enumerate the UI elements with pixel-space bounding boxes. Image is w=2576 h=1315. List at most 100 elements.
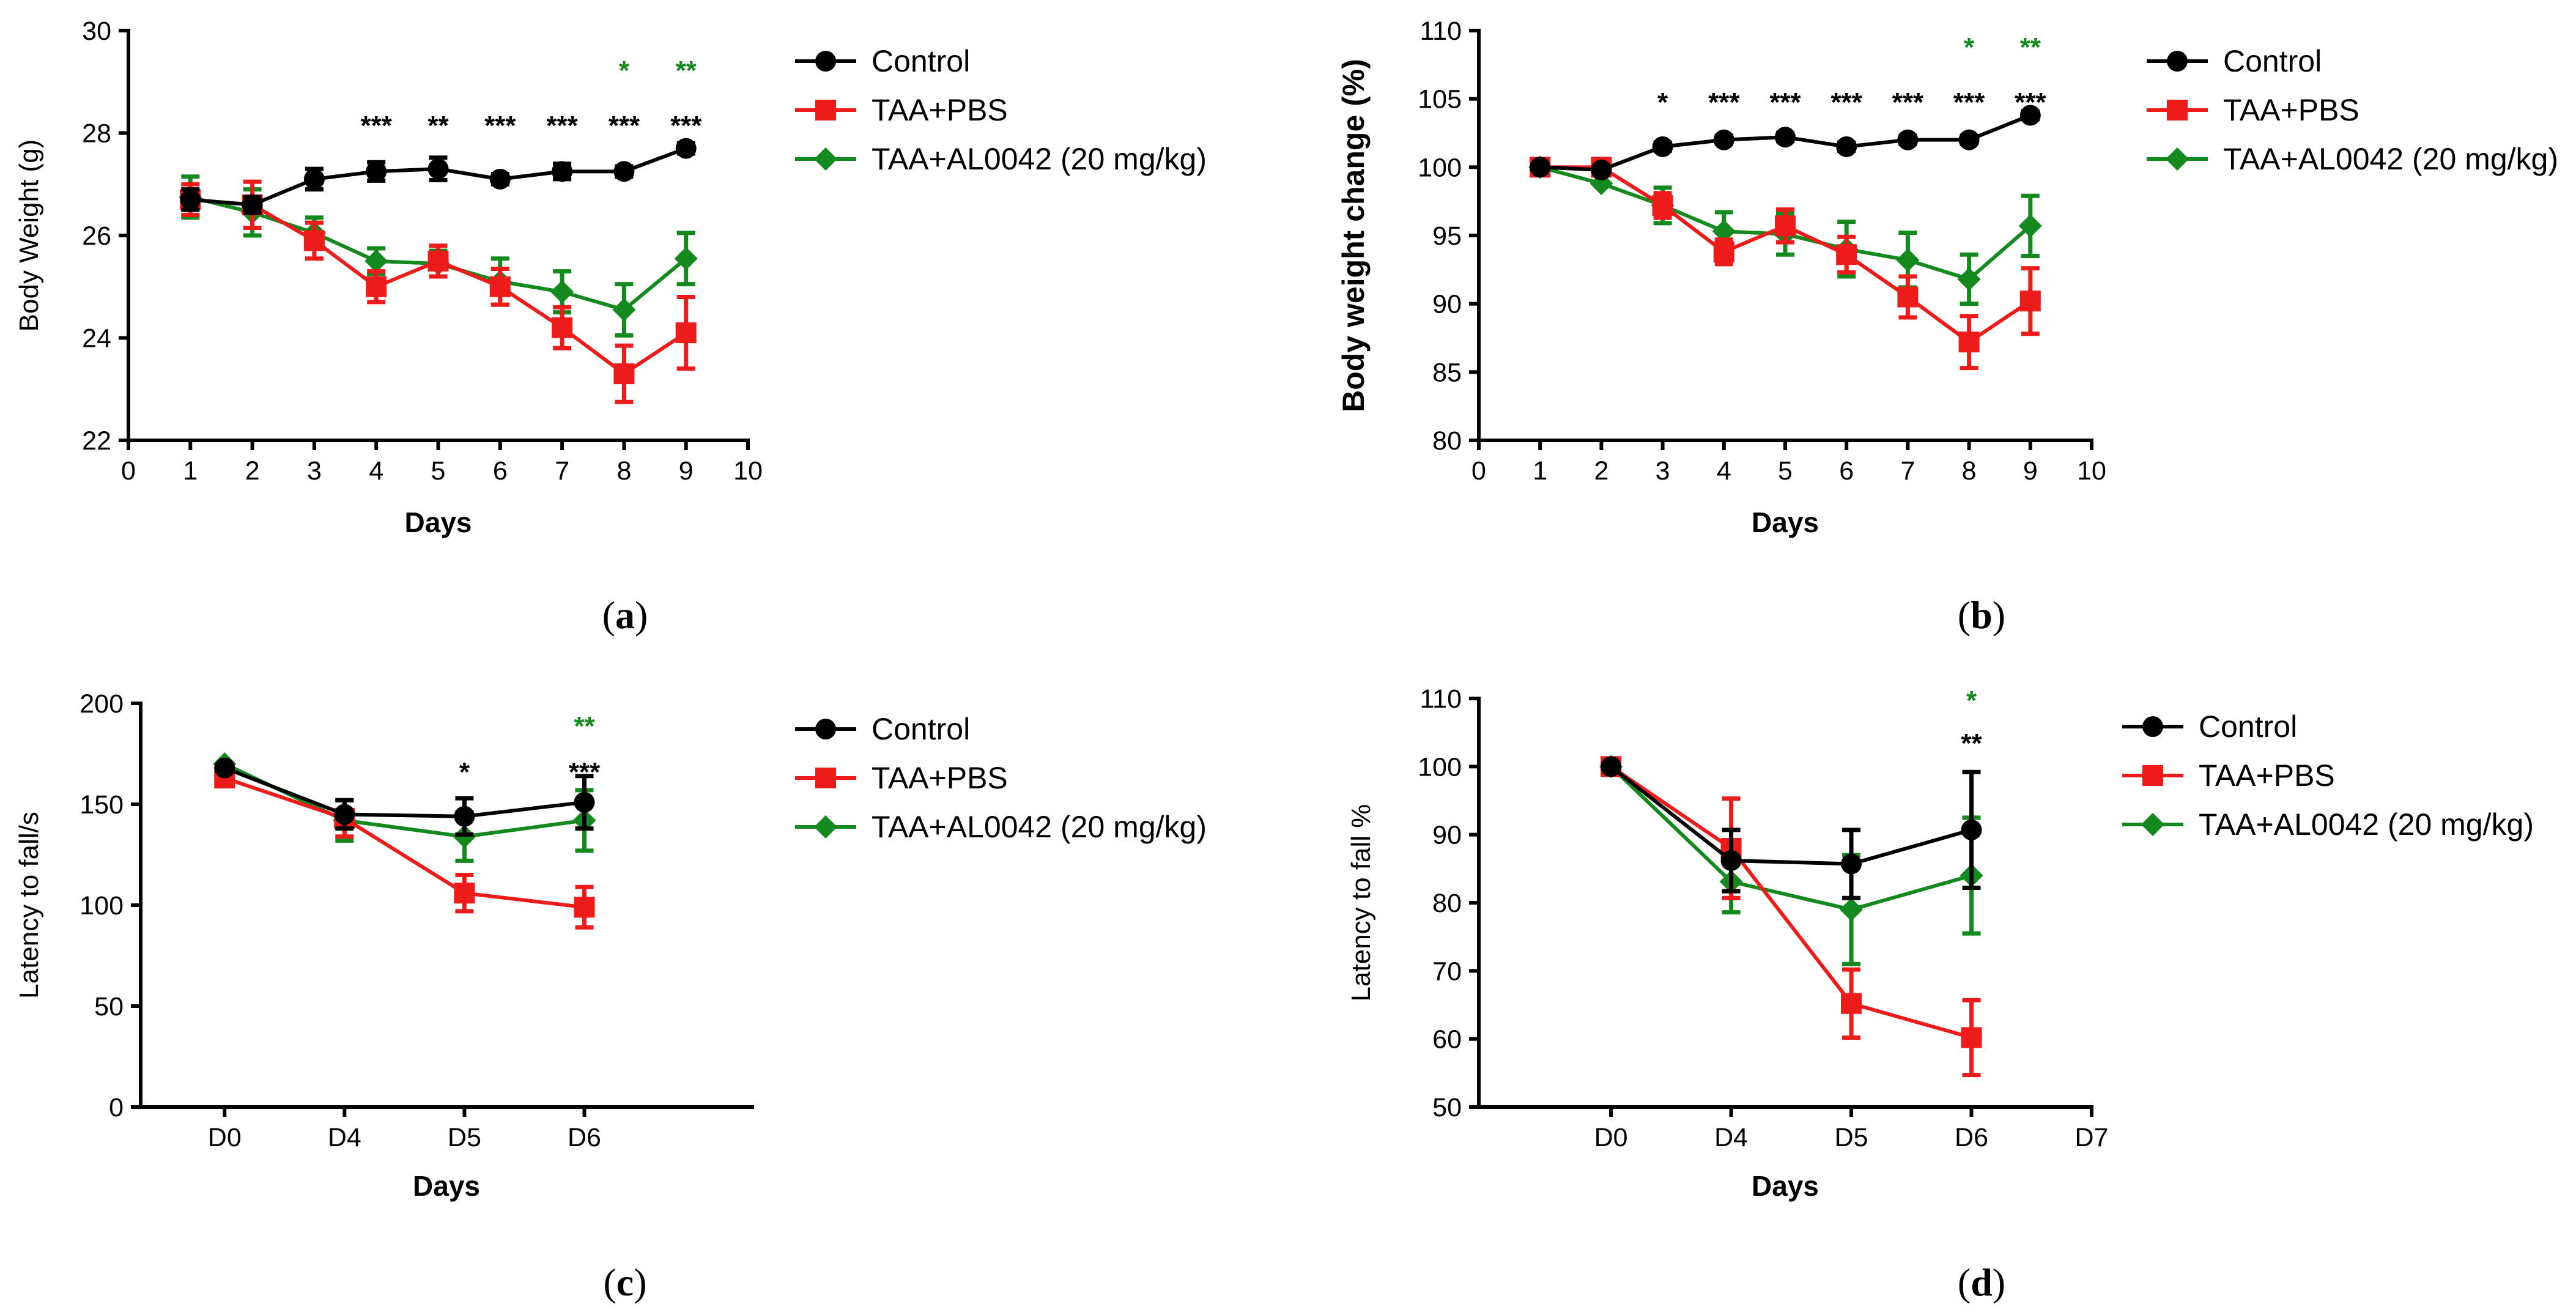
data-point — [454, 806, 475, 827]
data-point — [613, 161, 635, 182]
data-point — [552, 161, 573, 182]
data-point — [1652, 194, 1673, 216]
legend-swatch-marker — [815, 51, 836, 72]
data-point — [1957, 267, 1981, 291]
data-point — [1713, 241, 1734, 262]
x-tick-label: D5 — [1835, 1123, 1868, 1152]
y-tick-label: 150 — [80, 790, 124, 820]
legend-label: TAA+PBS — [2199, 758, 2335, 793]
data-point — [427, 158, 449, 180]
data-point — [365, 249, 388, 273]
y-tick-label: 200 — [80, 689, 124, 719]
series-line — [224, 766, 585, 818]
legend-label: TAA+AL0042 (20 mg/kg) — [872, 810, 1207, 844]
data-point — [1591, 159, 1612, 180]
data-point — [1841, 853, 1862, 875]
data-point — [1961, 819, 1982, 840]
significance-marker: * — [459, 757, 470, 787]
legend-swatch-marker — [2142, 765, 2163, 786]
y-tick-label: 100 — [1418, 752, 1462, 782]
chart-panel-c: 0 50 100 150 200 D0 D4 D5 D6 Days Latency to fall/… — [14, 689, 1207, 1202]
data-point — [1530, 157, 1551, 178]
data-point — [1958, 332, 1980, 353]
data-point — [1897, 129, 1919, 150]
y-tick-label: 30 — [82, 17, 111, 46]
significance-marker: *** — [484, 111, 516, 141]
significance-marker: *** — [609, 111, 640, 141]
series-line — [224, 776, 585, 909]
legend-item: TAA+PBS — [2147, 93, 2359, 127]
x-tick-label: 10 — [733, 456, 763, 486]
data-point — [366, 161, 387, 182]
significance-marker: ** — [676, 56, 697, 86]
data-point — [1841, 993, 1862, 1014]
x-tick-label: D6 — [1955, 1123, 1988, 1152]
panel-label-c: (c) — [603, 1261, 646, 1304]
y-tick-label: 60 — [1432, 1025, 1462, 1054]
significance-marker: * — [1657, 87, 1668, 117]
series-taa-al0042-20-mg-kg- — [1599, 755, 1983, 966]
y-axis-title: Latency to fall % — [1346, 804, 1376, 1002]
series-taa-pbs — [180, 179, 697, 404]
significance-marker: ** — [2020, 32, 2041, 62]
data-point — [214, 757, 235, 779]
data-point — [489, 276, 511, 297]
x-tick-label: 9 — [2023, 456, 2038, 486]
y-tick-label: 90 — [1432, 290, 1462, 319]
x-tick-label: D4 — [1714, 1123, 1748, 1152]
y-tick-label: 100 — [80, 891, 124, 920]
series-taa-pbs — [214, 768, 595, 930]
x-tick-label: 8 — [616, 456, 631, 486]
x-tick-label: 7 — [555, 456, 569, 486]
data-point — [242, 194, 263, 215]
x-tick-label: 10 — [2077, 456, 2106, 486]
y-tick-label: 105 — [1418, 85, 1462, 114]
legend-label: Control — [872, 44, 970, 78]
significance-marker: *** — [1892, 87, 1924, 117]
x-tick-label: 4 — [369, 456, 383, 486]
data-point — [675, 322, 697, 344]
x-tick-label: D4 — [328, 1123, 361, 1152]
data-point — [1775, 215, 1796, 237]
y-tick-label: 50 — [1432, 1093, 1462, 1122]
legend-item: TAA+PBS — [795, 93, 1008, 127]
legend-swatch-marker — [814, 815, 837, 839]
legend-item: Control — [2122, 709, 2297, 744]
x-tick-label: 2 — [245, 456, 260, 486]
legend-label: Control — [872, 712, 970, 746]
x-axis-title: Days — [413, 1170, 480, 1202]
legend-item: TAA+AL0042 (20 mg/kg) — [795, 142, 1207, 176]
data-point — [675, 138, 697, 159]
x-tick-label: D0 — [1594, 1123, 1628, 1152]
x-tick-label: D7 — [2075, 1123, 2109, 1152]
x-tick-label: 8 — [1962, 456, 1977, 486]
y-tick-label: 80 — [1432, 889, 1462, 918]
x-axis-title: Days — [1752, 506, 1819, 538]
y-tick-label: 85 — [1432, 358, 1462, 387]
significance-marker: *** — [670, 111, 702, 141]
series-line — [1610, 765, 1972, 1040]
y-axis-title: Body Weight (g) — [14, 139, 44, 332]
series-control — [1601, 756, 1982, 900]
data-point — [574, 897, 595, 918]
legend-label: TAA+PBS — [2223, 93, 2359, 127]
y-tick-label: 95 — [1432, 221, 1462, 251]
panel-label-b: (b) — [1958, 593, 2005, 637]
legend-item: TAA+AL0042 (20 mg/kg) — [2147, 142, 2558, 176]
x-tick-label: D5 — [448, 1123, 481, 1152]
legend-swatch-marker — [2142, 716, 2163, 737]
y-tick-label: 110 — [1419, 17, 1462, 46]
data-point — [550, 280, 574, 304]
legend-item: TAA+PBS — [795, 761, 1008, 795]
data-point — [1840, 898, 1864, 922]
series-line — [190, 198, 687, 376]
legend-swatch-marker — [2167, 100, 2188, 120]
significance-marker: * — [619, 56, 630, 86]
series-control — [1530, 105, 2041, 180]
y-tick-label: 50 — [94, 992, 124, 1021]
y-tick-label: 70 — [1432, 957, 1462, 986]
legend-swatch-marker — [2166, 147, 2189, 171]
data-point — [2019, 105, 2041, 126]
legend-swatch-marker — [815, 719, 836, 739]
data-point — [1652, 136, 1673, 157]
